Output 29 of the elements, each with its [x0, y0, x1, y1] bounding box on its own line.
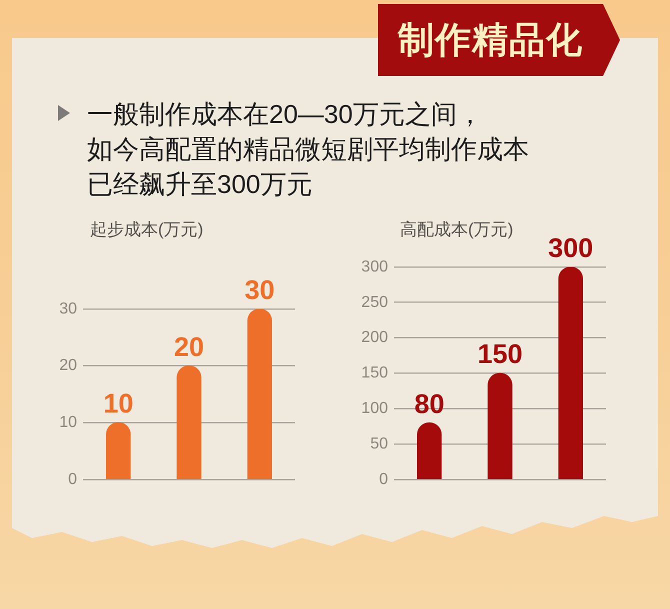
data-label: 30: [244, 275, 275, 305]
bar: [488, 372, 512, 480]
bar: [558, 267, 583, 480]
bar: [247, 309, 272, 480]
y-axis-title: 起步成本(万元): [90, 219, 204, 241]
y-tick-label: 250: [361, 294, 388, 311]
y-axis-title: 高配成本(万元): [400, 219, 514, 241]
data-label: 10: [103, 388, 134, 419]
bar: [106, 422, 131, 480]
text: 已经飙升至300万元: [87, 168, 314, 201]
y-tick-label: 30: [59, 300, 78, 318]
y-tick-label: 0: [68, 470, 78, 488]
y-tick-label: 200: [361, 329, 388, 346]
y-tick-label: 0: [379, 470, 388, 488]
y-tick-label: 20: [59, 357, 78, 374]
text: 一般制作成本在20—30万元之间，: [87, 98, 484, 131]
data-label: 80: [414, 388, 444, 419]
text: 如今高配置的精品微短剧平均制作成本: [87, 133, 529, 166]
y-tick-label: 50: [370, 435, 388, 452]
y-tick-label: 300: [361, 258, 388, 276]
y-tick-label: 100: [361, 400, 388, 418]
data-label: 300: [548, 233, 594, 263]
data-label: 150: [477, 339, 523, 370]
bar: [417, 422, 442, 480]
data-label: 20: [174, 332, 204, 362]
y-tick-label: 10: [59, 414, 78, 432]
text: 制作精品化: [396, 18, 584, 62]
bar: [176, 365, 202, 480]
y-tick-label: 150: [361, 364, 388, 382]
